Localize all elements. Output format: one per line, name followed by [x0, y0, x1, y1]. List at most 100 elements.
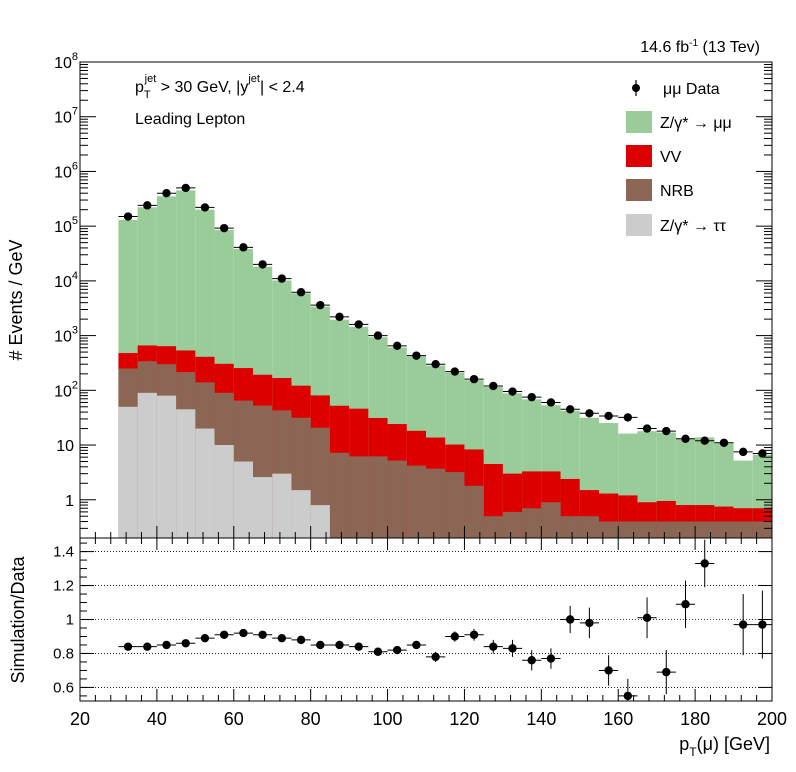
ratio-point: [123, 642, 133, 651]
ratio-point: [527, 656, 536, 665]
y-tick-label: 105: [54, 215, 78, 236]
main-plot-axes: 1 10 102 103 104 105 106 107 108: [54, 51, 773, 539]
legend-vv-swatch: [626, 145, 652, 167]
data-point: [758, 449, 767, 458]
legend-zmm-swatch: [626, 111, 652, 133]
data-point: [181, 183, 190, 193]
stacked-histograms: [118, 190, 772, 538]
ratio-point: [450, 632, 460, 641]
x-tick-label: 100: [373, 709, 403, 729]
stack-bar: [560, 516, 580, 538]
ratio-axes: 0.6 0.8 1 1.2 1.4 20 40 60 80 100 120 140 160 180 200: [53, 538, 787, 729]
ratio-point: [623, 691, 633, 701]
ratio-point: [585, 618, 594, 628]
stack-bar: [464, 485, 484, 538]
data-point: [604, 411, 613, 421]
legend-ztt-label: Z/γ* → ττ: [660, 218, 727, 235]
ratio-y-axis-label: Simulation/Data: [8, 555, 28, 683]
stack-bar: [483, 516, 503, 538]
data-point: [469, 374, 479, 384]
data-point: [412, 351, 421, 360]
ratio-gridlines: [80, 551, 772, 688]
x-tick-label: 80: [301, 709, 321, 729]
stack-bar: [733, 521, 753, 538]
stack-bar: [291, 490, 311, 538]
stack-bar: [310, 505, 330, 538]
stack-bar: [329, 452, 350, 538]
y-tick-label: 1: [65, 493, 74, 510]
ratio-point: [219, 630, 229, 639]
ratio-points: [118, 539, 772, 701]
data-point: [200, 203, 210, 212]
data-point: [527, 392, 536, 402]
ratio-point: [758, 620, 767, 629]
data-point: [700, 436, 709, 445]
legend-vv-label: VV: [660, 149, 682, 166]
ratio-point: [296, 635, 306, 645]
ratio-point: [662, 667, 671, 677]
ratio-point: [604, 666, 613, 675]
data-point: [623, 413, 633, 422]
ratio-point: [700, 559, 709, 568]
data-point: [392, 341, 402, 351]
y-tick-label: 107: [54, 106, 78, 127]
stack-bar: [195, 428, 215, 538]
stack-bar: [426, 468, 446, 538]
data-point: [373, 331, 383, 340]
legend-ztt-swatch: [626, 214, 652, 236]
stack-bar: [675, 521, 696, 538]
ratio-point: [469, 630, 479, 639]
stack-bar: [714, 521, 734, 538]
ratio-point: [546, 654, 556, 663]
y-tick-label: 10: [56, 438, 74, 455]
main-y-axis-label: # Events / GeV: [6, 239, 26, 360]
y-tick-label: 102: [54, 379, 78, 400]
data-point: [296, 288, 306, 297]
legend: μμ Data Z/γ* → μμ VV NRB Z/γ* → ττ: [626, 80, 732, 236]
data-point: [546, 398, 556, 407]
data-point: [239, 243, 248, 252]
data-point: [335, 312, 344, 322]
ratio-point: [354, 642, 363, 651]
ratio-y-tick-label: 1: [66, 612, 74, 629]
main-plot-panel: 1 10 102 103 104 105 106 107 108: [54, 51, 773, 539]
stack-bar: [579, 516, 599, 538]
x-tick-label: 20: [70, 709, 90, 729]
ratio-point: [431, 652, 440, 662]
data-point: [489, 381, 498, 391]
x-tick-label: 160: [603, 709, 633, 729]
data-points: [118, 183, 772, 458]
stack-bar: [349, 456, 369, 538]
data-point: [123, 212, 133, 221]
ratio-panel-frame: [79, 537, 773, 702]
x-axis-label: pT(μ) [GeV]: [679, 734, 770, 759]
ratio-point: [412, 640, 421, 650]
ratio-point: [489, 642, 498, 651]
ratio-y-tick-label: 0.8: [53, 645, 74, 662]
data-point: [219, 223, 229, 233]
stack-bar: [502, 511, 523, 538]
stack-bar: [637, 521, 657, 538]
ratio-point: [239, 628, 248, 638]
ratio-y-tick-label: 1.4: [53, 544, 74, 561]
y-tick-label: 104: [54, 270, 78, 291]
x-tick-label: 180: [680, 709, 710, 729]
data-point: [450, 367, 460, 376]
data-point: [681, 434, 690, 443]
stack-bar: [387, 460, 407, 538]
ratio-point: [335, 640, 344, 650]
data-point: [431, 360, 440, 369]
ratio-point: [508, 644, 517, 653]
ratio-point: [681, 600, 690, 609]
ratio-point: [200, 633, 210, 643]
stack-bar: [368, 456, 388, 538]
data-point: [277, 274, 287, 283]
x-tick-label: 200: [757, 709, 787, 729]
stack-bar: [406, 465, 426, 538]
y-tick-label: 106: [54, 160, 78, 181]
x-tick-label: 120: [449, 709, 479, 729]
stack-bar: [599, 521, 619, 538]
legend-nrb-swatch: [626, 179, 652, 201]
ratio-point: [162, 640, 171, 650]
